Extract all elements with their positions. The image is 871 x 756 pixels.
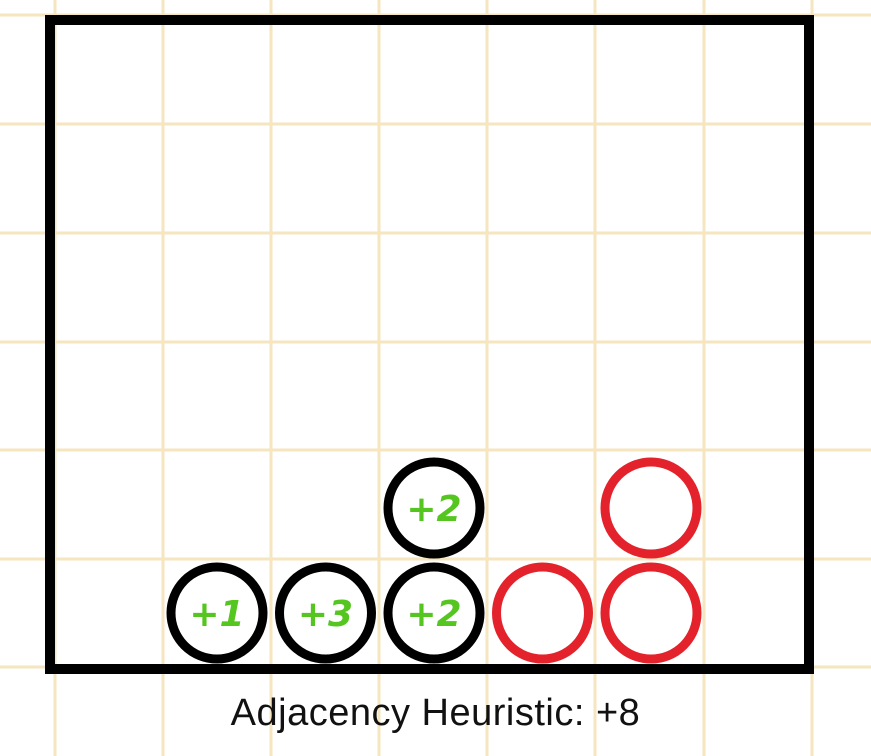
black-piece: +3: [275, 562, 376, 664]
red-piece: [600, 562, 702, 664]
black-piece: +1: [166, 562, 268, 664]
piece-score-label: +3: [298, 594, 353, 635]
pieces-layer: +1 +3 +2 +2: [166, 457, 702, 664]
heuristic-caption: Adjacency Heuristic: +8: [230, 692, 641, 734]
red-piece-circle: [600, 457, 702, 559]
red-piece-circle: [600, 562, 702, 664]
board-border: [45, 15, 814, 674]
red-piece-circle: [492, 562, 593, 664]
black-piece-circle: [383, 562, 485, 664]
black-piece-circle: [275, 562, 376, 664]
piece-score-label: +2: [406, 489, 461, 530]
black-piece-circle: [383, 457, 485, 559]
red-piece: [492, 562, 593, 664]
piece-score-label: +1: [189, 594, 244, 635]
black-piece-circle: [166, 562, 268, 664]
black-piece: +2: [383, 562, 485, 664]
black-piece: +2: [383, 457, 485, 559]
piece-score-label: +2: [406, 594, 461, 635]
red-piece: [600, 457, 702, 559]
